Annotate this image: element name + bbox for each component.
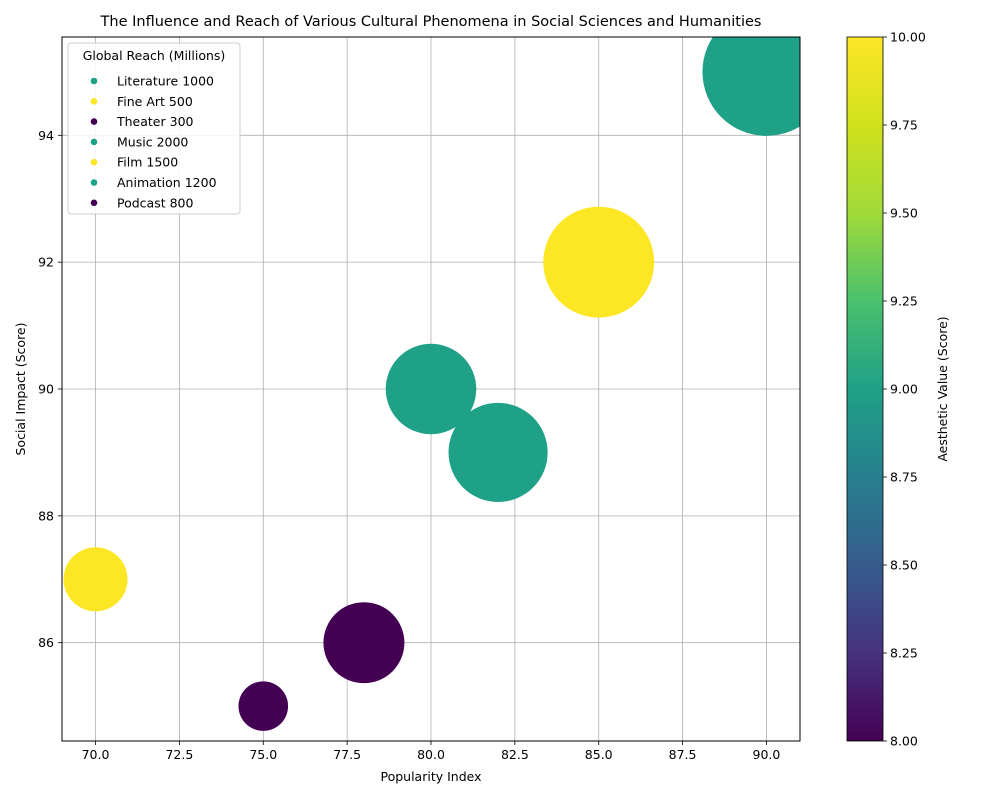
legend-marker (90, 138, 98, 146)
colorbar-tick-label: 9.00 (890, 382, 918, 397)
x-tick-label: 80.0 (417, 747, 445, 762)
y-tick-label: 94 (38, 128, 54, 143)
bubble-animation (448, 402, 548, 502)
x-tick-label: 70.0 (82, 747, 110, 762)
legend-marker (90, 179, 98, 186)
bubble-film (543, 206, 655, 318)
colorbar-tick-label: 10.00 (890, 30, 926, 45)
colorbar-tick-label: 9.25 (890, 294, 918, 309)
y-tick-label: 86 (38, 635, 54, 650)
x-tick-label: 87.5 (669, 747, 697, 762)
legend-marker (90, 77, 98, 85)
colorbar-tick-label: 8.75 (890, 470, 918, 485)
y-tick-label: 88 (38, 508, 54, 523)
legend-marker (90, 199, 98, 207)
x-tick-label: 85.0 (585, 747, 613, 762)
colorbar-gradient (846, 36, 884, 742)
y-axis-ticks: 86 88 90 92 94 (38, 128, 62, 650)
x-tick-label: 75.0 (249, 747, 277, 762)
y-axis-label: Social Impact (Score) (13, 322, 28, 455)
colorbar-tick-label: 8.25 (890, 646, 918, 661)
bubble-music (702, 37, 800, 136)
bubble-theater (238, 681, 289, 731)
data-points (63, 37, 800, 731)
legend-entry: Music 2000 (117, 134, 188, 149)
legend-marker (90, 158, 98, 166)
colorbar-tick-label: 8.00 (890, 734, 918, 749)
bubble-podcast (323, 602, 405, 684)
x-tick-label: 72.5 (165, 747, 193, 762)
x-tick-label: 90.0 (753, 747, 781, 762)
bubble-fine-art (63, 547, 128, 612)
legend-entry: Animation 1200 (117, 175, 217, 190)
chart-title: The Influence and Reach of Various Cultu… (100, 14, 762, 30)
legend-entry: Theater 300 (116, 114, 194, 129)
legend: Global Reach (Millions) Literature 1000 F… (67, 42, 241, 215)
legend-marker (90, 98, 98, 105)
legend-entry: Fine Art 500 (117, 94, 193, 109)
legend-frame (67, 42, 241, 215)
legend-entry: Film 1500 (117, 155, 178, 170)
colorbar: 8.00 8.25 8.50 8.75 9.00 9.25 9.50 9.75 10.00 Ae… (846, 30, 950, 749)
colorbar-tick-label: 8.50 (890, 558, 918, 573)
colorbar-tick-label: 9.75 (890, 118, 918, 133)
x-tick-label: 77.5 (333, 747, 361, 762)
colorbar-tick-label: 9.50 (890, 206, 918, 221)
y-tick-label: 92 (38, 255, 54, 270)
x-tick-label: 82.5 (501, 747, 529, 762)
x-axis-ticks: 70.0 72.5 75.0 77.5 80.0 82.5 85.0 87.5 90.0 (82, 741, 781, 762)
bubble-literature (385, 343, 477, 435)
colorbar-label: Aesthetic Value (Score) (935, 316, 950, 461)
legend-title: Global Reach (Millions) (83, 48, 226, 63)
legend-entry: Literature 1000 (117, 74, 214, 89)
y-tick-label: 90 (38, 382, 54, 397)
x-axis-label: Popularity Index (380, 769, 481, 784)
legend-entry: Podcast 800 (117, 195, 194, 210)
legend-marker (90, 118, 98, 125)
